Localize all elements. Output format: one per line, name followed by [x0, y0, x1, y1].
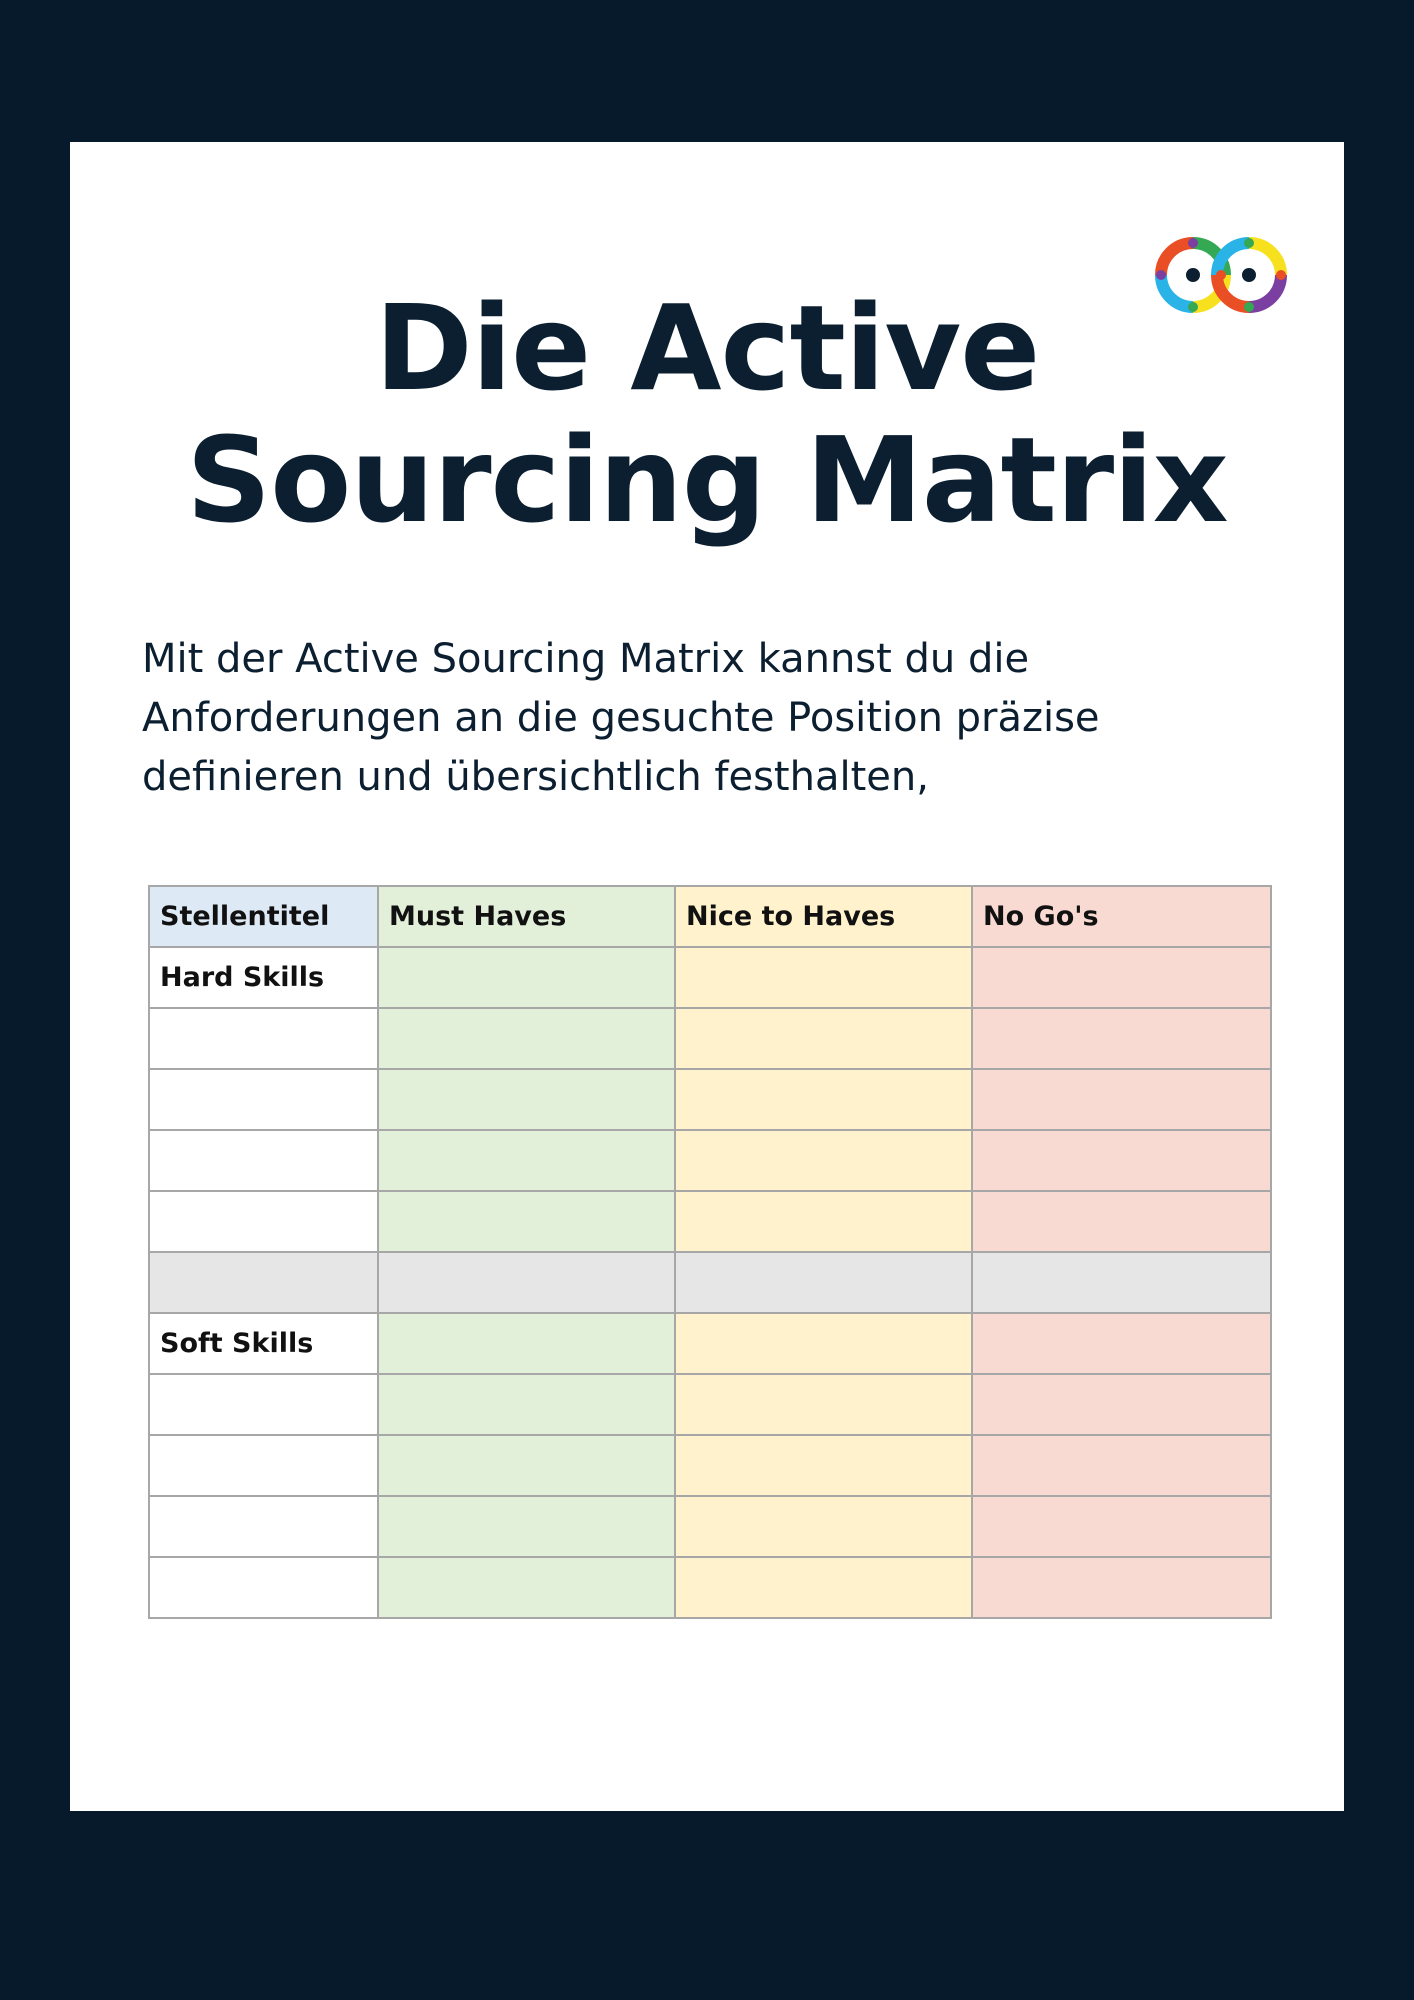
table-row: Hard Skills [148, 946, 1272, 1009]
table-row [148, 1373, 1272, 1436]
infinity-loop-logo [1155, 237, 1287, 313]
row-label-cell[interactable] [148, 1495, 379, 1558]
title-line-1: Die Active [374, 279, 1041, 417]
must-have-cell[interactable] [377, 1190, 676, 1253]
row-label-cell[interactable] [148, 1556, 379, 1619]
must-have-cell[interactable] [377, 1007, 676, 1070]
nice-to-have-cell[interactable] [674, 1434, 973, 1497]
no-go-cell[interactable] [971, 1373, 1272, 1436]
no-go-cell[interactable] [971, 1129, 1272, 1192]
section-label-soft-skills[interactable]: Soft Skills [148, 1312, 379, 1375]
no-go-cell[interactable] [971, 1434, 1272, 1497]
nice-to-have-cell[interactable] [674, 1312, 973, 1375]
row-label-cell[interactable] [148, 1373, 379, 1436]
no-go-cell[interactable] [971, 1495, 1272, 1558]
must-have-cell[interactable] [377, 1373, 676, 1436]
document-card: Die Active Sourcing Matrix Mit der Activ… [70, 142, 1344, 1811]
intro-line-1: Mit der Active Sourcing Matrix kannst du… [142, 636, 1030, 682]
header-job-title: Stellentitel [148, 885, 379, 948]
table-row [148, 1434, 1272, 1497]
nice-to-have-cell[interactable] [674, 1190, 973, 1253]
separator-cell [148, 1251, 379, 1314]
intro-line-3: definieren und übersichtlich festhalten, [142, 754, 929, 800]
page-title: Die Active Sourcing Matrix [70, 282, 1344, 546]
table-row [148, 1556, 1272, 1619]
table-row [148, 1190, 1272, 1253]
section-label-hard-skills[interactable]: Hard Skills [148, 946, 379, 1009]
table-row [148, 1495, 1272, 1558]
row-label-cell[interactable] [148, 1190, 379, 1253]
nice-to-have-cell[interactable] [674, 946, 973, 1009]
sourcing-matrix-table: Stellentitel Must Haves Nice to Haves No… [148, 885, 1272, 1619]
row-label-cell[interactable] [148, 1434, 379, 1497]
nice-to-have-cell[interactable] [674, 1495, 973, 1558]
no-go-cell[interactable] [971, 1312, 1272, 1375]
must-have-cell[interactable] [377, 1129, 676, 1192]
header-nice-to-haves: Nice to Haves [674, 885, 973, 948]
nice-to-have-cell[interactable] [674, 1068, 973, 1131]
nice-to-have-cell[interactable] [674, 1007, 973, 1070]
must-have-cell[interactable] [377, 1434, 676, 1497]
no-go-cell[interactable] [971, 1068, 1272, 1131]
no-go-cell[interactable] [971, 1190, 1272, 1253]
header-no-gos: No Go's [971, 885, 1272, 948]
title-line-2: Sourcing Matrix [186, 411, 1228, 549]
must-have-cell[interactable] [377, 946, 676, 1009]
intro-paragraph: Mit der Active Sourcing Matrix kannst du… [142, 630, 1272, 807]
must-have-cell[interactable] [377, 1068, 676, 1131]
nice-to-have-cell[interactable] [674, 1556, 973, 1619]
header-must-haves: Must Haves [377, 885, 676, 948]
separator-cell [674, 1251, 973, 1314]
no-go-cell[interactable] [971, 1556, 1272, 1619]
table-row [148, 1068, 1272, 1131]
table-separator-row [148, 1251, 1272, 1314]
table-row [148, 1129, 1272, 1192]
nice-to-have-cell[interactable] [674, 1373, 973, 1436]
nice-to-have-cell[interactable] [674, 1129, 973, 1192]
intro-line-2: Anforderungen an die gesuchte Position p… [142, 695, 1100, 741]
must-have-cell[interactable] [377, 1495, 676, 1558]
row-label-cell[interactable] [148, 1068, 379, 1131]
separator-cell [971, 1251, 1272, 1314]
must-have-cell[interactable] [377, 1312, 676, 1375]
no-go-cell[interactable] [971, 946, 1272, 1009]
separator-cell [377, 1251, 676, 1314]
table-header-row: Stellentitel Must Haves Nice to Haves No… [148, 885, 1272, 948]
row-label-cell[interactable] [148, 1129, 379, 1192]
table-row: Soft Skills [148, 1312, 1272, 1375]
row-label-cell[interactable] [148, 1007, 379, 1070]
no-go-cell[interactable] [971, 1007, 1272, 1070]
must-have-cell[interactable] [377, 1556, 676, 1619]
table-row [148, 1007, 1272, 1070]
